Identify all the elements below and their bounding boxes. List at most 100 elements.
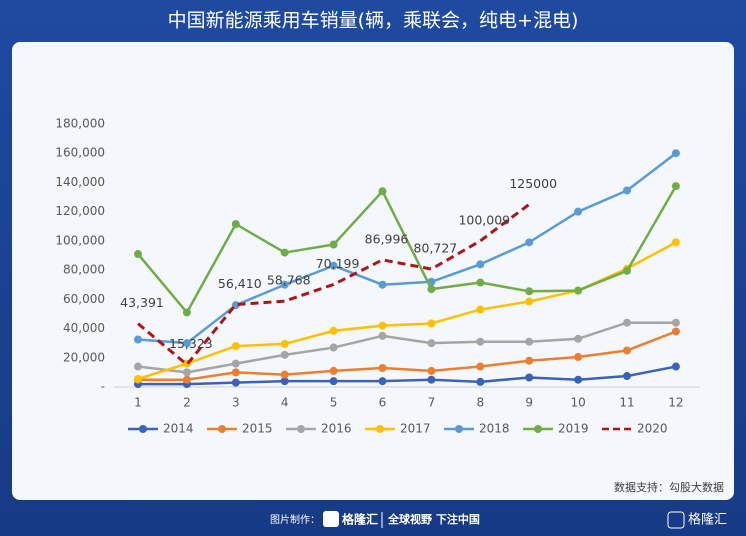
y-tick-label: 100,000 <box>55 233 105 247</box>
series-line <box>138 330 677 381</box>
point <box>134 362 142 371</box>
point <box>427 339 436 348</box>
point <box>623 318 631 327</box>
footer-made-by: 图片制作： <box>270 513 320 526</box>
series-line <box>137 152 677 345</box>
value-label: 43,391 <box>120 295 164 310</box>
value-label: 86,996 <box>365 231 409 246</box>
y-tick-label: 140,000 <box>55 175 105 189</box>
footer-slogan: 全球视野 下注中国 <box>387 512 480 526</box>
point <box>329 377 338 386</box>
point <box>574 286 583 295</box>
point <box>329 343 338 352</box>
x-tick-label: 9 <box>525 396 533 410</box>
y-tick-label: 160,000 <box>55 146 105 160</box>
legend-marker <box>376 425 384 433</box>
value-label: 100,009 <box>458 212 510 227</box>
y-tick-label: - <box>101 380 105 394</box>
x-tick-label: 10 <box>570 396 585 410</box>
legend-marker <box>139 425 147 433</box>
point <box>574 207 583 216</box>
legend-marker <box>455 425 463 433</box>
x-tick-label: 11 <box>619 396 634 410</box>
point <box>134 374 142 383</box>
panel <box>12 42 734 500</box>
corner-logo: 格隆汇 <box>688 512 727 528</box>
x-tick-label: 3 <box>232 396 240 410</box>
point <box>329 326 338 335</box>
x-tick-label: 6 <box>379 396 387 410</box>
point <box>427 319 436 328</box>
point <box>623 346 631 355</box>
value-label: 58,768 <box>267 273 311 288</box>
point <box>671 149 680 158</box>
point <box>280 377 289 386</box>
legend-marker <box>218 425 226 433</box>
point <box>280 280 289 289</box>
point <box>476 377 485 386</box>
point <box>231 368 240 377</box>
x-tick-label: 1 <box>134 396 142 410</box>
point <box>671 182 680 191</box>
point <box>329 240 338 249</box>
point <box>476 362 485 371</box>
point <box>231 359 240 368</box>
chart-title: 中国新能源乘用车销量(辆，乘联会，纯电+混电) <box>168 10 579 32</box>
point <box>525 337 534 346</box>
point <box>378 364 387 373</box>
point <box>378 280 387 289</box>
x-tick-label: 7 <box>428 396 436 410</box>
point <box>476 260 485 269</box>
point <box>182 375 191 384</box>
corner-logo-icon <box>667 511 685 529</box>
point <box>476 278 485 287</box>
legend-marker <box>534 425 542 433</box>
point <box>182 339 191 348</box>
legend-label: 2016 <box>321 422 352 436</box>
value-label: 125000 <box>509 176 557 191</box>
x-tick-label: 5 <box>330 396 338 410</box>
point <box>574 375 583 384</box>
point <box>476 337 485 346</box>
point <box>427 375 436 384</box>
value-label: 56,410 <box>218 276 262 291</box>
point <box>329 366 338 375</box>
value-label: 80,727 <box>414 241 458 256</box>
legend-label: 2019 <box>558 422 589 436</box>
x-tick-label: 2 <box>183 396 191 410</box>
point <box>525 287 534 296</box>
series-line <box>137 203 531 367</box>
x-tick-label: 4 <box>281 396 289 410</box>
footer-logo-icon <box>323 511 339 527</box>
point <box>623 266 631 275</box>
point <box>378 377 387 386</box>
source-note: 数据支持：勾股大数据 <box>614 480 724 494</box>
legend-label: 2014 <box>163 422 194 436</box>
point <box>231 220 240 229</box>
y-tick-label: 180,000 <box>55 117 105 131</box>
x-tick-label: 8 <box>476 396 484 410</box>
point <box>378 321 387 330</box>
point <box>280 248 289 257</box>
legend-label: 2018 <box>479 422 510 436</box>
point <box>378 331 387 340</box>
legend-label: 2015 <box>242 422 273 436</box>
point <box>525 373 534 382</box>
point <box>427 285 436 294</box>
y-tick-label: 60,000 <box>63 292 105 306</box>
point <box>378 187 387 196</box>
legend-label: 2020 <box>637 422 668 436</box>
series-line <box>138 365 677 386</box>
point <box>623 186 631 195</box>
series-line <box>137 321 676 374</box>
series-line <box>137 185 677 314</box>
value-label: 15,323 <box>169 336 213 351</box>
point <box>525 297 534 306</box>
point <box>182 308 191 317</box>
point <box>427 366 436 375</box>
point <box>134 250 142 259</box>
legend-label: 2017 <box>400 422 431 436</box>
point <box>476 305 485 314</box>
point <box>671 362 680 371</box>
